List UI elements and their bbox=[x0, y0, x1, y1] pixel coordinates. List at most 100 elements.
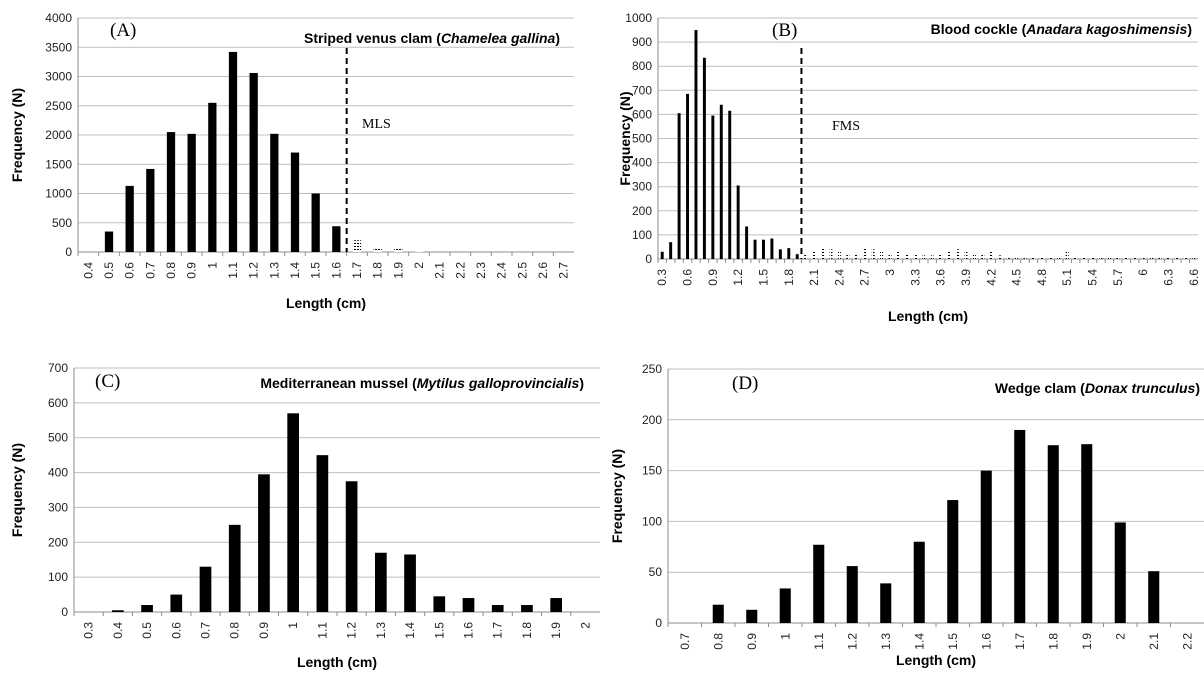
y-tick-label: 50 bbox=[649, 565, 663, 579]
x-tick-label: 2.3 bbox=[474, 262, 488, 279]
x-tick-label: 1.8 bbox=[782, 269, 796, 286]
bar-1_8 bbox=[373, 247, 382, 252]
x-tick-label: 1.6 bbox=[979, 633, 993, 650]
bar-3_3 bbox=[913, 254, 917, 259]
bar-0_5 bbox=[141, 605, 153, 612]
bar-1_1 bbox=[728, 110, 732, 259]
bar-0_7 bbox=[146, 168, 155, 252]
x-tick-label: 1.2 bbox=[845, 633, 859, 650]
bar-3_9 bbox=[964, 250, 968, 259]
y-tick-label: 200 bbox=[632, 204, 652, 218]
chart-title-plain: Mediterranean mussel ( bbox=[260, 375, 417, 391]
x-tick-label: 1.3 bbox=[267, 262, 281, 279]
x-tick-label: 0.6 bbox=[681, 269, 695, 286]
bar-1_7 bbox=[491, 605, 504, 612]
bar-0_5 bbox=[677, 113, 681, 259]
y-tick-label: 100 bbox=[632, 228, 652, 242]
bar-4_5 bbox=[1015, 256, 1019, 259]
x-tick-label: 0.9 bbox=[185, 262, 199, 279]
y-tick-label: 700 bbox=[48, 361, 68, 375]
bar-2 bbox=[414, 250, 424, 252]
bar-2 bbox=[804, 254, 808, 259]
panel-letter: (C) bbox=[95, 371, 120, 392]
y-tick-label: 100 bbox=[642, 514, 662, 528]
bar-2_7 bbox=[863, 248, 867, 259]
bar-1_7 bbox=[1014, 429, 1026, 623]
bar-4 bbox=[972, 252, 976, 259]
bar-1_4 bbox=[753, 239, 757, 259]
x-tick-label: 1.3 bbox=[879, 633, 893, 650]
bar-1_7 bbox=[778, 249, 782, 259]
chart-c: 0 100 200 300 400 500 600 700 0.3 0.4 0.5 0.6 0.7 0.8… bbox=[9, 361, 600, 670]
x-tick-label: 1.1 bbox=[226, 262, 240, 279]
bar-6_5 bbox=[1183, 257, 1187, 259]
y-tick-label: 600 bbox=[632, 107, 652, 121]
x-tick-label: 1.6 bbox=[329, 262, 343, 279]
y-tick-label: 800 bbox=[632, 59, 652, 73]
x-tick-label: 3 bbox=[883, 269, 897, 276]
x-tick-label: 1.8 bbox=[371, 262, 385, 279]
chart-title-close: ) bbox=[555, 30, 560, 46]
chart-title-close: ) bbox=[1195, 380, 1200, 396]
y-axis-label: Frequency (N) bbox=[609, 449, 625, 543]
x-tick-label: 1.8 bbox=[1046, 633, 1060, 650]
bar-0_6 bbox=[125, 185, 134, 252]
chart-title: Mediterranean mussel (Mytilus galloprovi… bbox=[260, 375, 584, 391]
bar-5_2 bbox=[1074, 257, 1078, 259]
y-tick-label: 0 bbox=[645, 252, 652, 266]
x-tick-label: 2.7 bbox=[557, 262, 571, 279]
x-tick-label: 2 bbox=[578, 622, 592, 629]
bar-2_8 bbox=[871, 249, 875, 259]
bar-0_5 bbox=[104, 231, 114, 252]
y-tick-label: 400 bbox=[632, 156, 652, 170]
x-tick-label: 4.2 bbox=[984, 269, 998, 286]
bar-1 bbox=[208, 102, 217, 252]
bar-6_4 bbox=[1175, 257, 1179, 259]
bar-2_9 bbox=[880, 250, 884, 259]
x-tick-label: 3.9 bbox=[959, 269, 973, 286]
x-tick-label: 1.1 bbox=[315, 622, 329, 639]
bar-6 bbox=[1141, 257, 1145, 259]
x-tick-label: 3.3 bbox=[908, 269, 922, 286]
x-tick-label: 0.6 bbox=[169, 622, 183, 639]
x-tick-label: 3.6 bbox=[934, 269, 948, 286]
x-tick-label: 6 bbox=[1136, 269, 1150, 276]
y-tick-label: 0 bbox=[655, 616, 662, 630]
x-tick-label: 2.5 bbox=[515, 262, 529, 279]
x-tick-label: 0.7 bbox=[199, 622, 213, 639]
bar-5_1 bbox=[1065, 250, 1069, 259]
bar-0_8 bbox=[166, 132, 176, 252]
y-tick-label: 100 bbox=[48, 570, 68, 584]
y-tick-label: 1000 bbox=[625, 11, 652, 25]
threshold-label: MLS bbox=[362, 117, 391, 132]
chart-title-plain: Blood cockle ( bbox=[931, 21, 1027, 37]
y-tick-label: 900 bbox=[632, 35, 652, 49]
x-tick-label: 0.7 bbox=[143, 262, 157, 279]
bar-1_4 bbox=[404, 554, 416, 612]
bar-4_7 bbox=[1031, 256, 1035, 259]
y-tick-label: 200 bbox=[642, 413, 662, 427]
bar-1_2 bbox=[345, 481, 358, 612]
bar-1_7 bbox=[352, 240, 362, 252]
x-tick-label: 2 bbox=[1113, 633, 1127, 640]
bar-5_6 bbox=[1107, 257, 1111, 259]
bar-1_6 bbox=[462, 598, 475, 612]
bar-0_3 bbox=[660, 251, 664, 259]
bar-5 bbox=[1057, 257, 1061, 259]
x-tick-label: 0.3 bbox=[655, 269, 669, 286]
bar-3_1 bbox=[896, 251, 900, 259]
y-tick-label: 600 bbox=[48, 396, 68, 410]
bar-0_6 bbox=[686, 93, 690, 259]
bar-0_6 bbox=[170, 594, 183, 612]
bar-1_9 bbox=[550, 598, 563, 612]
y-tick-label: 3000 bbox=[45, 70, 72, 84]
x-tick-label: 1.9 bbox=[391, 262, 405, 279]
y-tick-label: 200 bbox=[48, 535, 68, 549]
bar-1_4 bbox=[913, 541, 925, 623]
y-tick-label: 0 bbox=[61, 605, 68, 619]
bar-3_2 bbox=[905, 252, 909, 259]
bar-0_4 bbox=[111, 610, 124, 612]
bar-1_9 bbox=[394, 248, 403, 252]
x-tick-label: 1.2 bbox=[247, 262, 261, 279]
bar-1_2 bbox=[846, 566, 858, 623]
